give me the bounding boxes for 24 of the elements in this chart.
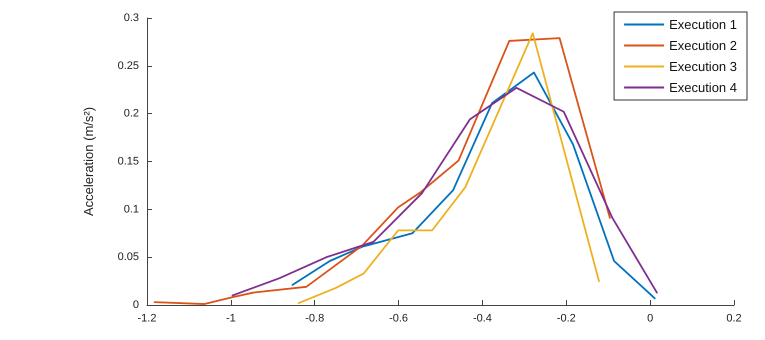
- y-tick-label: 0.25: [118, 60, 139, 72]
- x-tick-label: -0.6: [389, 312, 408, 324]
- x-tick-label: -0.2: [556, 312, 576, 324]
- y-tick-label: 0.1: [124, 203, 139, 216]
- x-tick-label: 0: [647, 312, 654, 324]
- x-tick-label: -1: [226, 312, 236, 324]
- line-series: [154, 37, 611, 305]
- legend-label: Execution 1: [669, 17, 738, 32]
- y-tick-label: 0.2: [124, 108, 139, 120]
- y-tick-label: 0.3: [124, 12, 139, 24]
- legend-label: Execution 4: [669, 80, 738, 95]
- y-tick-label: 0.05: [118, 251, 139, 264]
- y-tick-label: 0: [132, 299, 139, 311]
- legend-label: Execution 3: [669, 59, 738, 74]
- x-tick-label: -1.2: [138, 312, 156, 324]
- y-tick-label: 0.15: [118, 156, 139, 168]
- x-tick-label: 0.2: [726, 312, 742, 324]
- legend-label: Execution 2: [669, 38, 738, 53]
- x-tick-label: -0.8: [305, 312, 324, 324]
- x-tick-label: -0.4: [472, 312, 492, 324]
- line-series: [292, 72, 656, 300]
- line-series: [232, 86, 658, 296]
- line-series: [298, 32, 600, 304]
- y-axis-title: Acceleration (m/s²): [81, 106, 96, 216]
